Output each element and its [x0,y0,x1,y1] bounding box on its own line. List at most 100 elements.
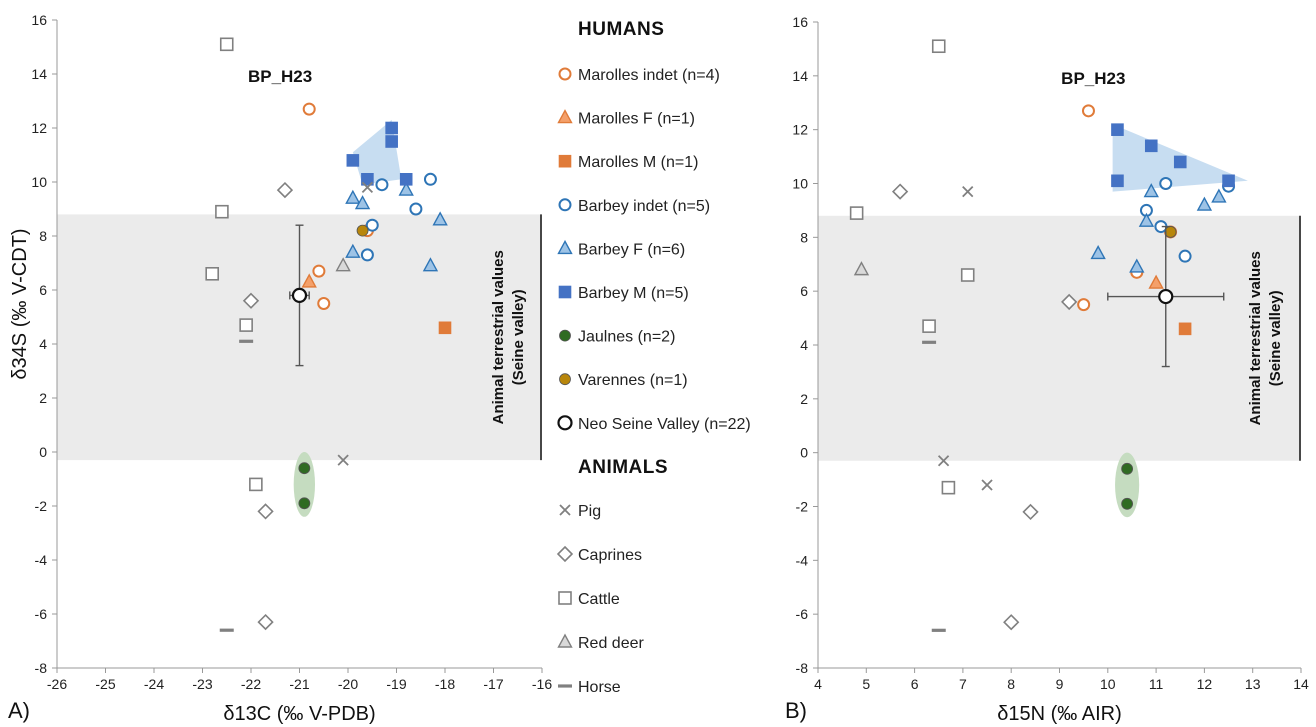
panel-a-point [298,497,311,510]
panel-b-label: B) [785,698,807,723]
panel-a-x-tick-label: -26 [47,676,67,692]
panel-b-y-tick-label: -8 [796,660,809,676]
panel-b-point [853,261,870,276]
panel-b-point [981,479,993,491]
panel-b-point [922,319,936,333]
square-icon [558,154,572,168]
legend-item-label: Red deer [578,635,644,652]
panel-a-y-tick-label: 8 [39,228,47,244]
panel-a-point [360,248,374,262]
panel-b-x-tick-label: 6 [911,676,919,692]
panel-a-point [337,454,349,466]
panel-a-point [346,154,360,167]
panel-a-point [205,266,219,281]
panel-b-x-tick-label: 8 [1007,676,1015,692]
panel-a-point [239,339,254,343]
panel-a-y-tick-label: 14 [31,66,47,82]
legend-item-label: Marolles M (n=1) [578,154,698,171]
panel-a-point [354,195,371,210]
panel-b-terrestrial-band [818,215,1301,461]
panel-a-point [215,204,229,219]
panel-b-y-tick-label: -6 [796,606,809,622]
panel-a-point [302,102,316,116]
panel-a-x-tick-label: -21 [289,676,309,692]
legend-item-label: Neo Seine Valley (n=22) [578,416,751,433]
legend-item-label: Horse [578,679,621,696]
panel-a-point [257,613,274,631]
panel-b-y-tick-label: 10 [792,176,808,192]
panel-a-y-tick-label: 2 [39,390,47,406]
panel-b-point [1222,174,1235,188]
legend: HUMANS ANIMALS Marolles indet (n=4) Marol… [556,19,751,696]
panel-a-point [345,189,361,204]
panel-b-point [1158,288,1174,305]
panel-a-point [432,211,448,226]
panel-b-x-tick-label: 4 [814,676,822,692]
panel-a-point [375,178,389,192]
circle-icon [558,198,572,212]
panel-b-x-axis-title: δ15N (‰ AIR) [997,703,1122,725]
legend-item-label: Pig [578,503,601,520]
panel-b-point [1148,274,1164,289]
panel-b-point [1081,104,1095,118]
panel-b-point [1159,177,1173,190]
panel-a-y-tick-label: -2 [35,498,48,514]
panel-b-chart: Animal terrestrial values (Seine valley) 4… [785,14,1309,725]
panel-b-point [1003,614,1020,631]
panel-a-y-tick-label: 16 [31,12,47,28]
panel-a-y-axis-title: δ34S (‰ V-CDT) [9,228,31,379]
panel-b-point [962,185,974,198]
legend-item-label: Marolles indet (n=4) [578,67,720,84]
panel-a-point [312,264,326,278]
panel-b-x-tick-label: 9 [1056,676,1064,692]
panel-b-x-tick-label: 7 [959,676,967,692]
panel-a-point [239,318,253,332]
panel-a-x-tick-label: -20 [338,676,358,692]
triangle-icon [557,633,573,648]
dash-icon [558,684,572,688]
panel-a-y-tick-label: 6 [39,282,47,298]
panel-b-point [1196,196,1213,211]
panel-a-point [385,121,398,135]
panel-a-point [361,181,374,194]
panel-b-point [931,628,946,632]
panel-a-y-tick-label: 0 [39,444,47,460]
panel-b-point [937,455,950,467]
cross-icon [559,504,571,516]
panel-b-point [1090,245,1106,260]
panel-a-x-tick-label: -17 [483,676,503,692]
panel-b-point [1111,123,1124,136]
panel-b-point [931,39,946,54]
panel-a-label: A) [8,698,30,723]
panel-a-x-tick-label: -23 [192,676,212,692]
panel-a-point [409,202,423,216]
panel-a-x-tick-label: -25 [95,676,115,692]
legend-item-label: Caprines [578,547,642,564]
panel-b-y-tick-label: 14 [792,68,808,84]
panel-a-point [298,462,311,475]
panel-b-point [1178,322,1192,336]
panel-a-y-tick-label: -6 [35,606,48,622]
panel-b-x-tick-label: 13 [1245,676,1261,692]
panel-b-point [1178,249,1192,263]
panel-b-annotation: BP_H23 [1061,69,1125,88]
panel-b-point [1144,139,1158,153]
panel-b-point [1077,298,1091,312]
panel-b-y-tick-label: 8 [800,229,808,245]
panel-a-band-label-line2: (Seine valley) [510,289,527,385]
panel-b-point [1164,226,1177,238]
panel-b-point [1129,258,1145,273]
panel-a-chart: Animal terrestrial values (Seine valley) -… [8,12,552,725]
panel-b-point [922,340,937,344]
legend-item-label: Barbey M (n=5) [578,285,689,302]
panel-b-y-tick-label: 2 [800,391,808,407]
panel-b-x-tick-label: 10 [1100,676,1116,692]
panel-a-point [317,297,331,310]
legend-item-label: Varennes (n=1) [578,372,688,389]
panel-a-y-tick-label: 10 [31,174,47,190]
panel-a-point [398,181,414,196]
panel-b-point [1143,183,1159,198]
panel-b-point [891,183,909,200]
panel-b-point [1121,462,1134,475]
